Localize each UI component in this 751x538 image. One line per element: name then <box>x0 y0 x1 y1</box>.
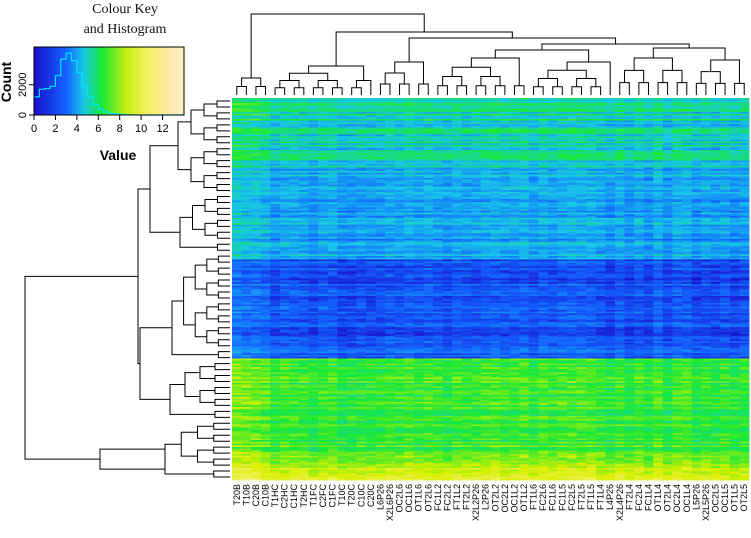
key-ytick-label: 2000 <box>17 73 29 97</box>
colour-key-x-axis: 0 2 4 6 8 10 12 <box>31 115 169 135</box>
colour-key-title-line2: and Histogram <box>50 22 200 38</box>
colour-key-xlabel: Value <box>100 147 137 163</box>
colour-key-gradient <box>34 47 184 115</box>
key-xtick-label: 2 <box>52 123 58 135</box>
key-xtick-label: 8 <box>117 123 123 135</box>
heatmap-body <box>232 98 749 480</box>
colour-key-y-axis: 0 2000 <box>17 73 34 119</box>
key-xtick-label: 6 <box>95 123 101 135</box>
key-xtick-label: 4 <box>74 123 80 135</box>
key-xtick-label: 10 <box>135 123 147 135</box>
key-xtick-label: 0 <box>31 123 37 135</box>
colour-key-title-line1: Colour Key <box>50 2 200 18</box>
key-xtick-label: 12 <box>156 123 168 135</box>
colour-key-ylabel: Count <box>0 61 14 102</box>
key-ytick-label: 0 <box>17 112 29 118</box>
